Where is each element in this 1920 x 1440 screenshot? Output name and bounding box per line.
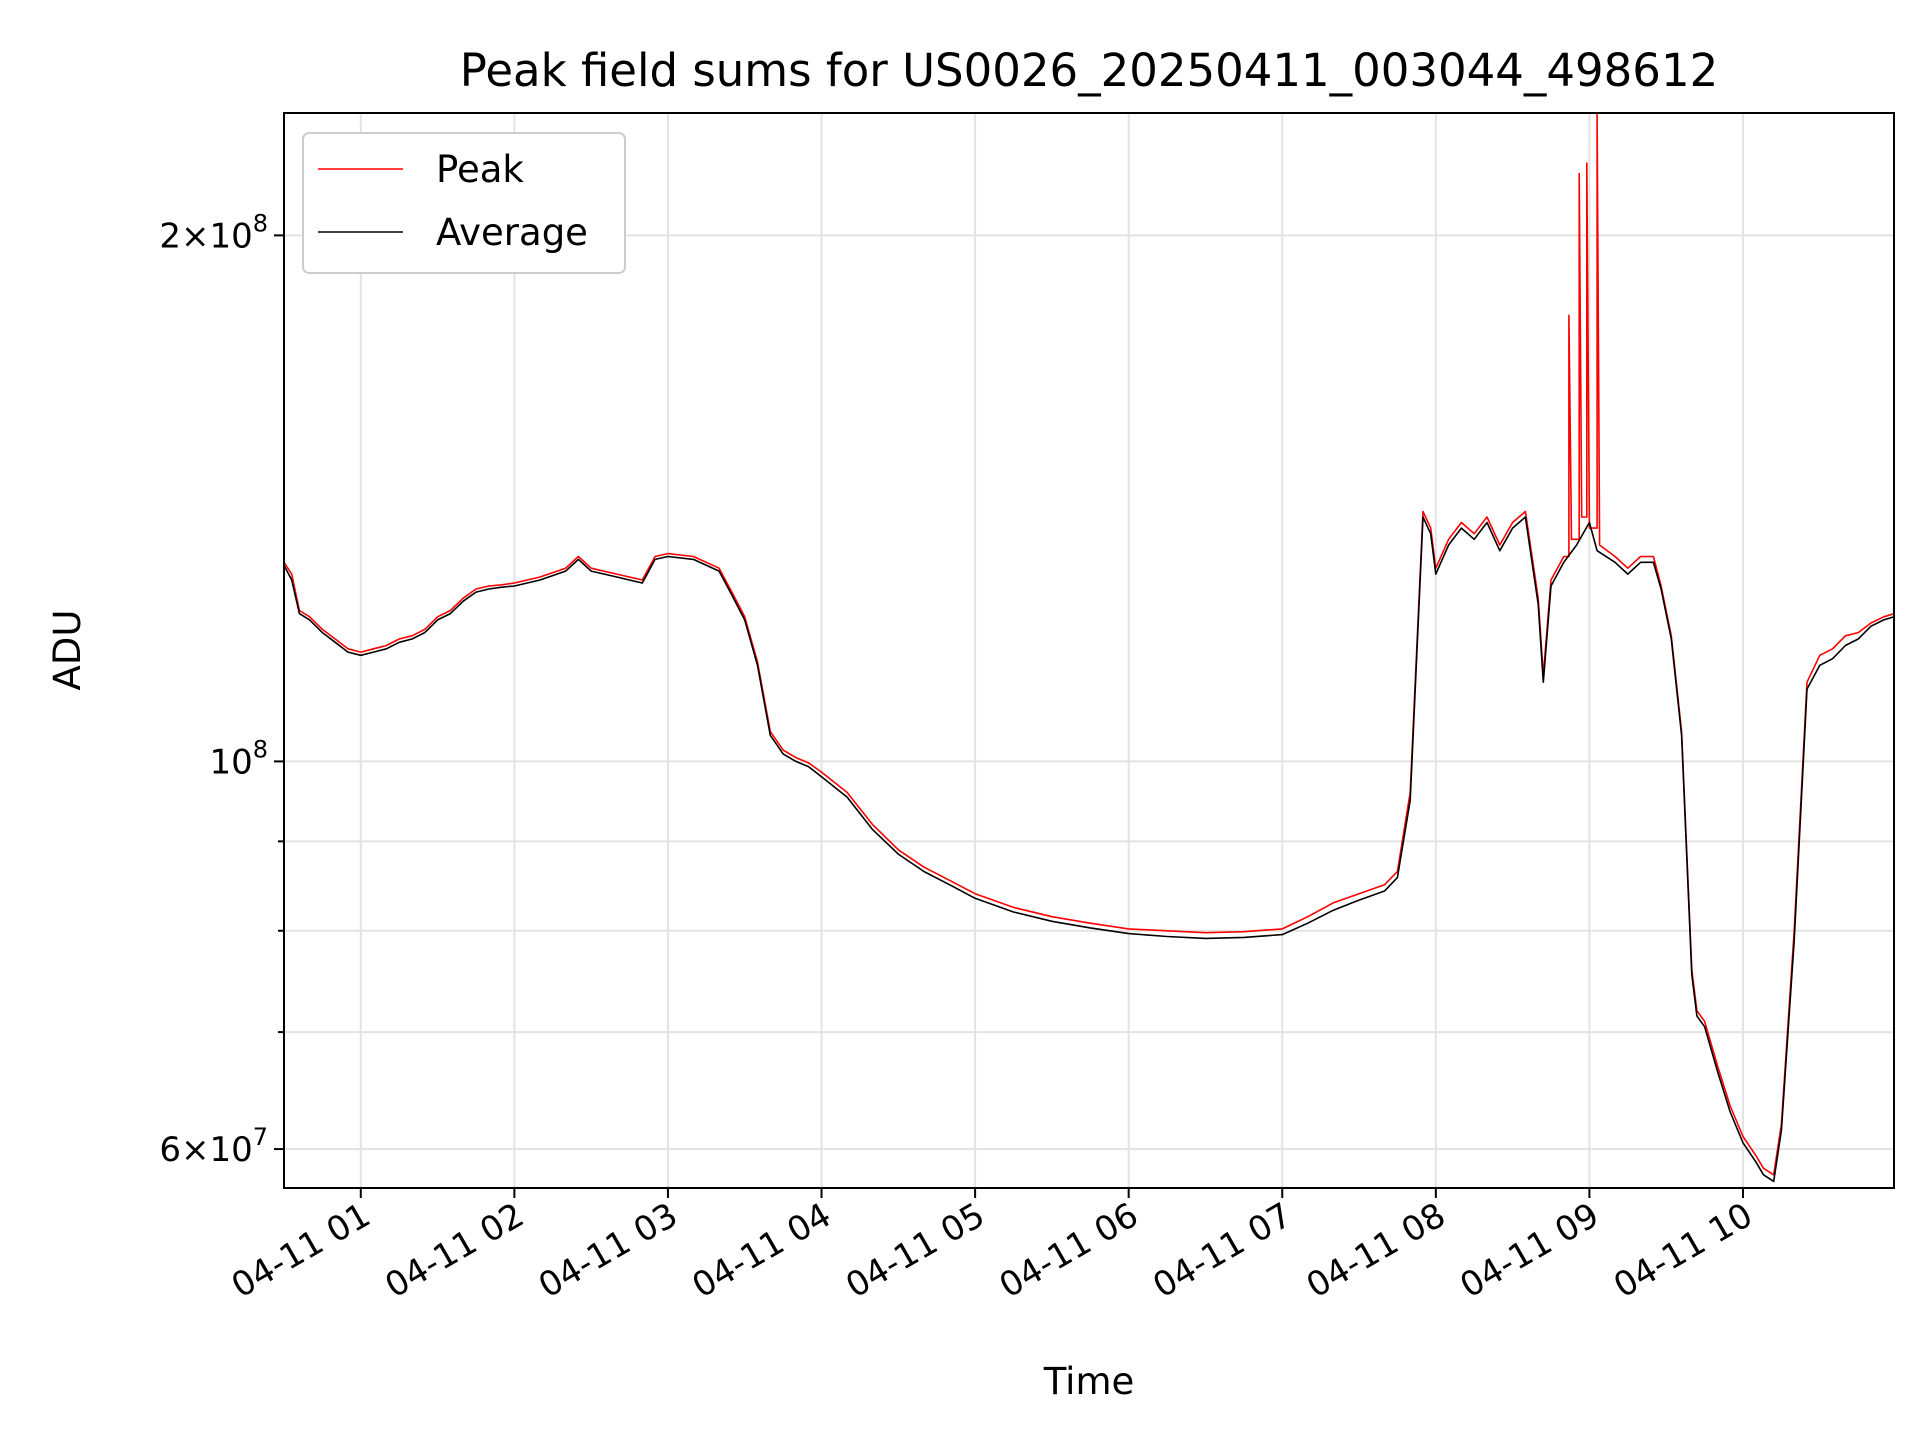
- x-axis-label: Time: [1043, 1360, 1135, 1403]
- legend-peak-label: Peak: [436, 148, 524, 191]
- legend-average-label: Average: [436, 211, 588, 254]
- legend-box: [302, 132, 626, 274]
- grid-layer: [284, 113, 1894, 1188]
- series-layer: [284, 113, 1894, 1183]
- legend: Peak Average: [302, 132, 626, 274]
- y-axis-label: ADU: [46, 610, 89, 691]
- y-tick-label: 6×107: [159, 1123, 268, 1170]
- y-tick-label: 2×108: [159, 209, 268, 256]
- chart-title: Peak field sums for US0026_20250411_0030…: [460, 44, 1718, 97]
- plot-frame: [283, 112, 1895, 1189]
- series-line-average: [284, 516, 1894, 1183]
